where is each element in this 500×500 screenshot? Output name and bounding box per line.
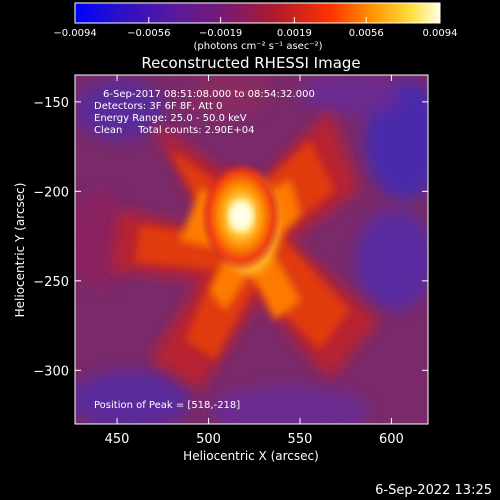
colorbar: −0.0094 −0.0056 −0.0019 0.0019 0.0056 0.0094 … (53, 2, 458, 52)
colorbar-unit-label: (photons cm⁻² s⁻¹ asec⁻²) (193, 41, 322, 52)
x-tick-label: 600 (379, 432, 404, 447)
info-annotations: 6-Sep-2017 08:51:08.000 to 08:54:32.000 … (94, 89, 315, 411)
energy-range-label: Energy Range: 25.0 - 50.0 keV (94, 113, 247, 124)
colorbar-tick-label: −0.0056 (127, 28, 170, 39)
colorbar-tick-label: 0.0019 (277, 28, 312, 39)
chart-title: Reconstructed RHESSI Image (141, 54, 360, 72)
colorbar-tick-label: −0.0094 (53, 28, 96, 39)
x-axis-label: Heliocentric X (arcsec) (183, 449, 319, 463)
rhessi-image-chart: Reconstructed RHESSI Image 450 500 550 600 −… (13, 54, 429, 463)
y-axis-label: Heliocentric Y (arcsec) (13, 183, 27, 318)
clean-counts-label: Clean Total counts: 2.90E+04 (94, 125, 254, 136)
peak-position-label: Position of Peak = [518,-218] (94, 400, 240, 411)
heatmap-image (75, 75, 428, 424)
y-tick-label: −250 (33, 275, 69, 290)
y-tick-label: −300 (33, 364, 69, 379)
y-tick-label: −150 (33, 96, 69, 111)
x-tick-label: 500 (196, 432, 221, 447)
colorbar-gradient (74, 2, 441, 24)
colorbar-tick-label: −0.0019 (199, 28, 242, 39)
footer-timestamp: 6-Sep-2022 13:25 (375, 483, 492, 498)
x-tick-label: 550 (288, 432, 313, 447)
colorbar-tick-label: 0.0056 (349, 28, 384, 39)
colorbar-tick-label: 0.0094 (423, 28, 458, 39)
x-tick-label: 450 (105, 432, 130, 447)
plot-frame (74, 74, 429, 425)
detectors-label: Detectors: 3F 6F 8F, Att 0 (94, 101, 222, 112)
y-tick-label: −200 (33, 185, 69, 200)
time-range-label: 6-Sep-2017 08:51:08.000 to 08:54:32.000 (103, 89, 315, 100)
